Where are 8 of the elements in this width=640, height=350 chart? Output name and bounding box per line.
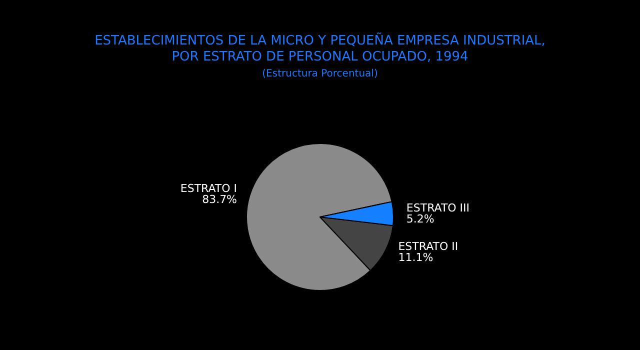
slice-label: ESTRATO I [180, 182, 238, 195]
chart-subtitle: (Estructura Porcentual) [262, 68, 378, 80]
data-label: 11.1% [398, 250, 434, 264]
data-label: 5.2% [406, 212, 434, 226]
data-label: 83.7% [202, 192, 238, 206]
slice-label: ESTRATO II [398, 240, 458, 253]
chart-title: ESTABLECIMIENTOS DE LA MICRO Y PEQUEÑA EMPRESA INDUSTRIAL, POR ESTRATO DE PERSONAL OCUPADO, 1994 [94, 32, 546, 64]
slice-label: ESTRATO III [406, 201, 470, 214]
